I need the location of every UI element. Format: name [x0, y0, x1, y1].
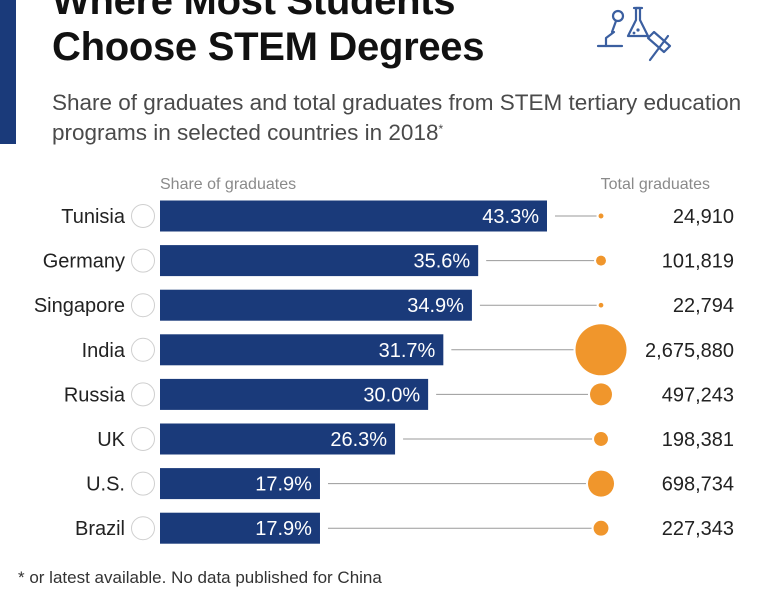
row-germany: Germany 35.6% 101,819: [43, 245, 734, 277]
total-bubble: [598, 213, 604, 219]
footnote: * or latest available. No data published…: [18, 568, 382, 587]
total-bubble: [575, 324, 627, 376]
share-bar: [160, 245, 479, 277]
row-tunisia: Tunisia 43.3% 24,910: [61, 200, 734, 232]
flag-u-s-icon: [131, 471, 155, 496]
country-label: UK: [97, 429, 125, 451]
flag-india-icon: [131, 337, 155, 362]
total-value-label: 2,675,880: [645, 340, 734, 362]
stem-chart: Share of graduates Total graduates Tunis…: [34, 176, 734, 544]
share-bar: [160, 378, 429, 410]
row-singapore: Singapore 34.9% 22,794: [34, 289, 734, 321]
title-line-1: Where Most Students: [52, 0, 456, 23]
share-bar: [160, 200, 547, 232]
country-label: India: [82, 340, 126, 362]
total-value-label: 198,381: [662, 429, 734, 451]
country-label: Tunisia: [61, 206, 126, 228]
share-value-label: 31.7%: [379, 340, 436, 362]
flag-singapore-icon: [131, 293, 155, 318]
row-uk: UK 26.3% 198,381: [97, 423, 734, 455]
total-value-label: 698,734: [662, 474, 734, 496]
total-value-label: 24,910: [673, 206, 734, 228]
share-value-label: 35.6%: [413, 251, 470, 273]
total-bubble: [594, 432, 608, 446]
subtitle-footnote-mark: *: [438, 122, 444, 136]
row-u-s: U.S. 17.9% 698,734: [86, 468, 734, 500]
total-bubble: [587, 470, 615, 497]
total-value-label: 497,243: [662, 384, 734, 406]
share-value-label: 17.9%: [255, 474, 312, 496]
accent-bar: [0, 0, 16, 144]
science-lab-icon: [596, 6, 672, 62]
row-india: India 31.7% 2,675,880: [82, 324, 734, 376]
chart-title: Where Most Students Choose STEM Degrees: [52, 0, 485, 70]
share-value-label: 30.0%: [363, 384, 420, 406]
country-label: Germany: [43, 251, 125, 273]
share-value-label: 43.3%: [482, 206, 539, 228]
share-bar: [160, 423, 396, 455]
total-bubble: [598, 302, 604, 308]
total-value-label: 227,343: [662, 518, 734, 540]
share-value-label: 26.3%: [330, 429, 387, 451]
share-value-label: 17.9%: [255, 518, 312, 540]
country-label: Brazil: [75, 518, 125, 540]
row-russia: Russia 30.0% 497,243: [64, 378, 734, 410]
share-bar: [160, 512, 320, 544]
chart-subtitle: Share of graduates and total graduates f…: [52, 88, 742, 148]
row-brazil: Brazil 17.9% 227,343: [75, 512, 734, 544]
country-label: U.S.: [86, 474, 125, 496]
flag-russia-icon: [131, 382, 155, 407]
total-value-label: 101,819: [662, 251, 734, 273]
title-line-2: Choose STEM Degrees: [52, 25, 485, 69]
flag-germany-icon: [131, 248, 155, 273]
share-bar: [160, 289, 472, 321]
flag-uk-icon: [131, 427, 155, 451]
total-column-header: Total graduates: [601, 176, 710, 193]
total-bubble: [590, 383, 612, 406]
flag-tunisia-icon: [131, 204, 155, 228]
share-column-header: Share of graduates: [160, 176, 296, 193]
flag-brazil-icon: [131, 516, 155, 541]
subtitle-text: Share of graduates and total graduates f…: [52, 90, 742, 145]
share-bar: [160, 468, 320, 500]
country-label: Russia: [64, 384, 126, 406]
total-value-label: 22,794: [673, 295, 734, 317]
share-bar: [160, 334, 444, 366]
total-bubble: [596, 255, 606, 266]
share-value-label: 34.9%: [407, 295, 464, 317]
total-bubble: [593, 520, 609, 536]
country-label: Singapore: [34, 295, 125, 317]
